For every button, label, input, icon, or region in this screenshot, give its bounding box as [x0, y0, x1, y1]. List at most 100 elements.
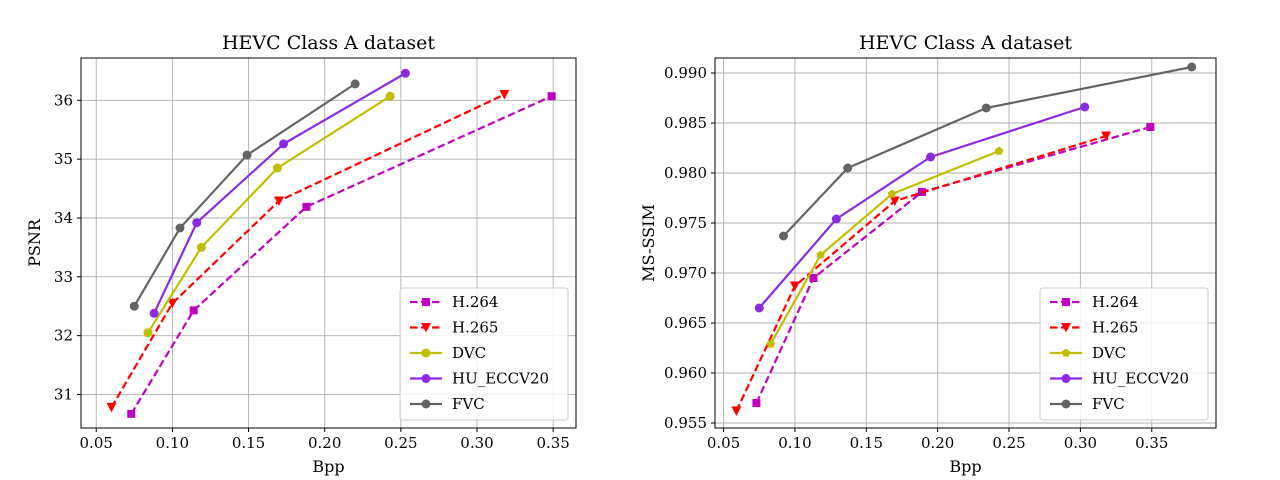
data-point — [887, 189, 897, 198]
series-hu-eccv20 — [149, 68, 410, 318]
y-tick-label: 0.955 — [664, 414, 707, 432]
y-tick-label: 0.965 — [664, 314, 707, 332]
legend-marker — [421, 348, 431, 358]
x-tick-label: 0.10 — [778, 434, 811, 452]
plot-frame — [80, 57, 577, 429]
x-tick-label: 0.15 — [232, 434, 265, 452]
series-h-265 — [731, 131, 1112, 416]
data-point — [274, 196, 284, 206]
y-tick-label: 32 — [54, 327, 73, 345]
data-point — [242, 150, 252, 160]
y-tick-label: 0.975 — [664, 214, 707, 232]
data-point — [149, 308, 159, 318]
series-dvc — [143, 91, 395, 338]
x-tick-label: 0.35 — [1135, 434, 1168, 452]
legend-box — [1039, 287, 1209, 421]
data-point — [129, 301, 139, 311]
legend-label: H.264 — [452, 293, 498, 311]
data-point — [926, 152, 936, 162]
x-tick-label: 0.10 — [156, 434, 189, 452]
data-point — [1187, 62, 1197, 72]
y-tick-label: 33 — [54, 268, 73, 286]
x-axis-label: Bpp — [312, 457, 344, 476]
legend-item: FVC — [1050, 395, 1125, 413]
legend-marker — [421, 374, 431, 383]
legend-label: HU_ECCV20 — [1092, 370, 1189, 388]
legend-label: HU_ECCV20 — [452, 370, 549, 388]
data-point — [167, 298, 178, 309]
data-point — [385, 91, 395, 101]
data-point — [350, 79, 360, 89]
y-axis-label: MS-SSIM — [639, 204, 658, 282]
legend-item: FVC — [410, 395, 485, 413]
data-point — [196, 242, 206, 252]
legend-marker — [1061, 323, 1071, 333]
series-h-265 — [106, 89, 510, 413]
data-point — [789, 281, 800, 291]
legend-item: H.264 — [1050, 293, 1138, 311]
legend-marker — [421, 323, 431, 333]
legend-label: H.264 — [1092, 293, 1138, 311]
data-point — [499, 89, 510, 100]
chart-panel-2: 0.05 0.10 0.15 0.20 0.25 0.30 0.35 0.955 0.960 0.… — [639, 32, 1217, 476]
legend-label: DVC — [1092, 344, 1126, 362]
y-tick-label: 34 — [54, 209, 73, 227]
x-tick-label: 0.25 — [384, 434, 417, 452]
legend-label: H.265 — [452, 319, 498, 337]
x-axis-label: Bpp — [949, 457, 981, 476]
data-point — [127, 409, 136, 418]
data-point — [1080, 102, 1090, 112]
data-point — [189, 306, 198, 315]
series-fvc — [129, 79, 360, 311]
data-point — [809, 274, 818, 282]
data-point — [981, 103, 991, 113]
x-tick-label: 0.05 — [80, 434, 113, 452]
chart-title: HEVC Class A dataset — [859, 32, 1072, 54]
series-line — [130, 95, 553, 415]
series-line — [758, 105, 1086, 309]
y-tick-label: 31 — [54, 385, 73, 403]
x-tick-label: 0.25 — [992, 434, 1025, 452]
y-tick-label: 35 — [54, 150, 73, 168]
legend-item: H.265 — [1050, 319, 1138, 337]
series-line — [755, 125, 1151, 404]
data-point — [994, 146, 1004, 155]
x-tick-label: 0.20 — [308, 434, 341, 452]
data-point — [816, 250, 825, 259]
data-point — [1101, 131, 1112, 141]
y-tick-label: 0.960 — [664, 364, 707, 382]
x-tick-label: 0.30 — [460, 434, 493, 452]
legend-item: DVC — [1050, 344, 1126, 362]
legend-item: HU_ECCV20 — [410, 370, 549, 388]
y-axis-label: PSNR — [25, 218, 44, 267]
data-point — [831, 214, 841, 224]
x-tick-label: 0.30 — [1064, 434, 1097, 452]
x-tick-label: 0.35 — [536, 434, 569, 452]
series-line — [153, 72, 406, 314]
plot-frame — [714, 57, 1217, 429]
legend: H.264 H.265 DVC HU_ECCV20 FVC — [399, 287, 569, 421]
series-line — [769, 149, 1000, 345]
series-dvc — [766, 146, 1004, 348]
data-point — [843, 163, 853, 173]
legend: H.264 H.265 DVC HU_ECCV20 FVC — [1039, 287, 1209, 421]
legend-box — [399, 287, 569, 421]
series-fvc — [779, 62, 1197, 241]
series-line — [133, 82, 356, 307]
chart-panel-1: 0.05 0.10 0.15 0.20 0.25 0.30 0.35 31 32 33 34 35 36… — [25, 32, 577, 476]
data-point — [779, 231, 789, 241]
legend-label: FVC — [1092, 395, 1125, 413]
x-tick-label: 0.05 — [707, 434, 740, 452]
data-point — [192, 218, 202, 228]
y-tick-label: 36 — [54, 91, 73, 109]
y-tick-label: 0.970 — [664, 264, 707, 282]
series-line — [147, 95, 391, 334]
chart-title: HEVC Class A dataset — [222, 32, 435, 54]
series-line — [110, 93, 505, 408]
legend-label: H.265 — [1092, 319, 1138, 337]
legend-item: DVC — [410, 344, 486, 362]
data-point — [731, 406, 742, 416]
data-point — [400, 68, 410, 78]
legend-item: HU_ECCV20 — [1050, 370, 1189, 388]
